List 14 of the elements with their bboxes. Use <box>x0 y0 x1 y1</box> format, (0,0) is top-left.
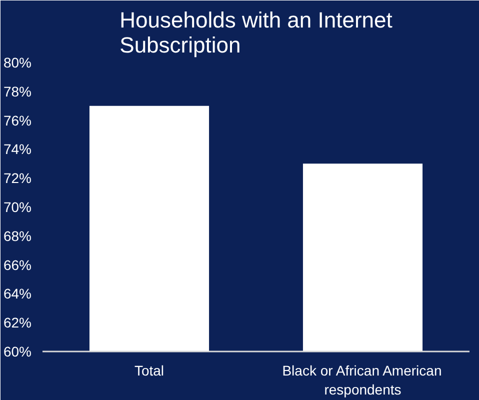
x-tick-label: Black or African American respondents <box>282 362 442 398</box>
y-tick-label: 80% <box>3 54 32 70</box>
y-tick-label: 62% <box>3 314 32 331</box>
x-tick-label: Total <box>134 362 164 378</box>
y-tick-label: 66% <box>3 256 32 273</box>
y-tick-label: 70% <box>3 199 32 215</box>
y-tick-label: 74% <box>3 141 32 158</box>
y-tick-label: 76% <box>3 112 32 128</box>
y-tick-label: 78% <box>3 83 32 100</box>
y-tick-label: 72% <box>3 170 32 186</box>
y-tick-label: 64% <box>3 286 32 302</box>
y-tick-label: 60% <box>3 344 32 360</box>
y-tick-label: 68% <box>3 228 32 244</box>
chart-title: Households with an Internet Subscription <box>120 8 392 58</box>
